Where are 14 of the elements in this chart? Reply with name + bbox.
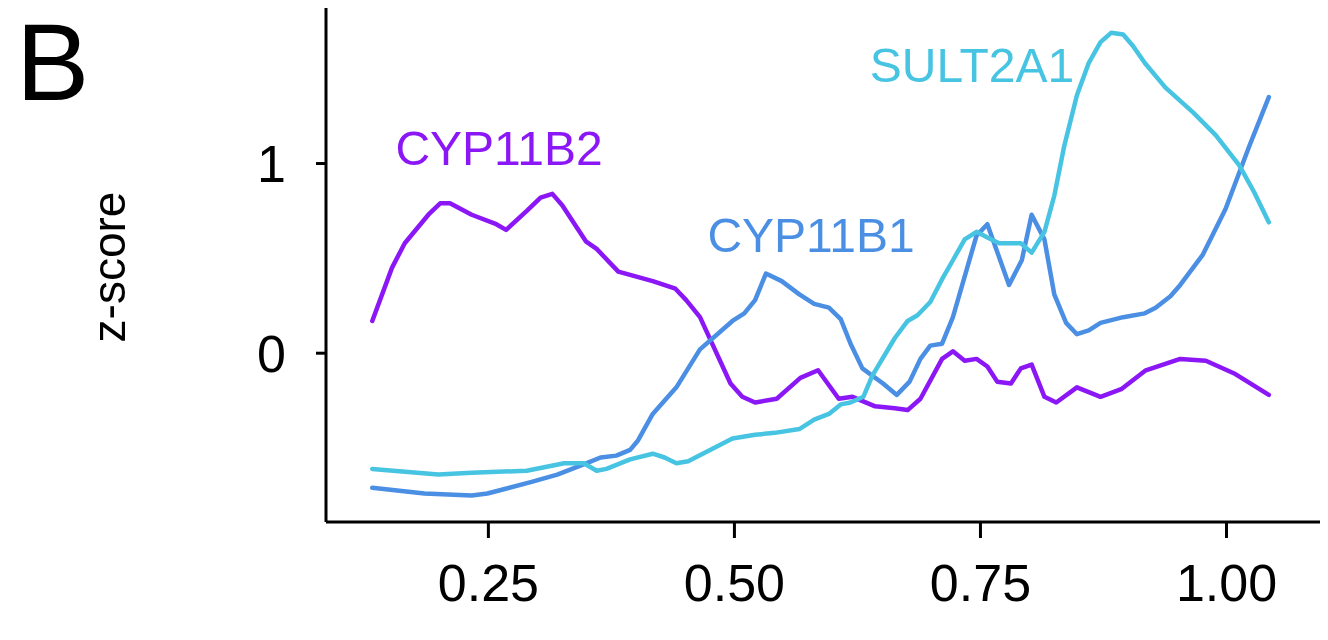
- x-tick-label: 0.75: [929, 553, 1032, 612]
- x-tick-label: 1.00: [1175, 553, 1278, 612]
- line-series: [370, 30, 1272, 477]
- y-axis-title: z-score: [83, 191, 135, 343]
- x-tick-label: 0.50: [683, 553, 786, 612]
- line-series: [370, 94, 1272, 498]
- y-tick-label: 1: [257, 134, 286, 193]
- y-tick-label: 0: [257, 324, 286, 383]
- series-label: CYP11B1: [707, 209, 915, 262]
- x-tick-label: 0.25: [437, 553, 539, 612]
- series-label: CYP11B2: [395, 122, 603, 175]
- line-series: [370, 191, 1272, 413]
- series-label: SULT2A1: [869, 39, 1075, 92]
- text: B: [16, 0, 90, 123]
